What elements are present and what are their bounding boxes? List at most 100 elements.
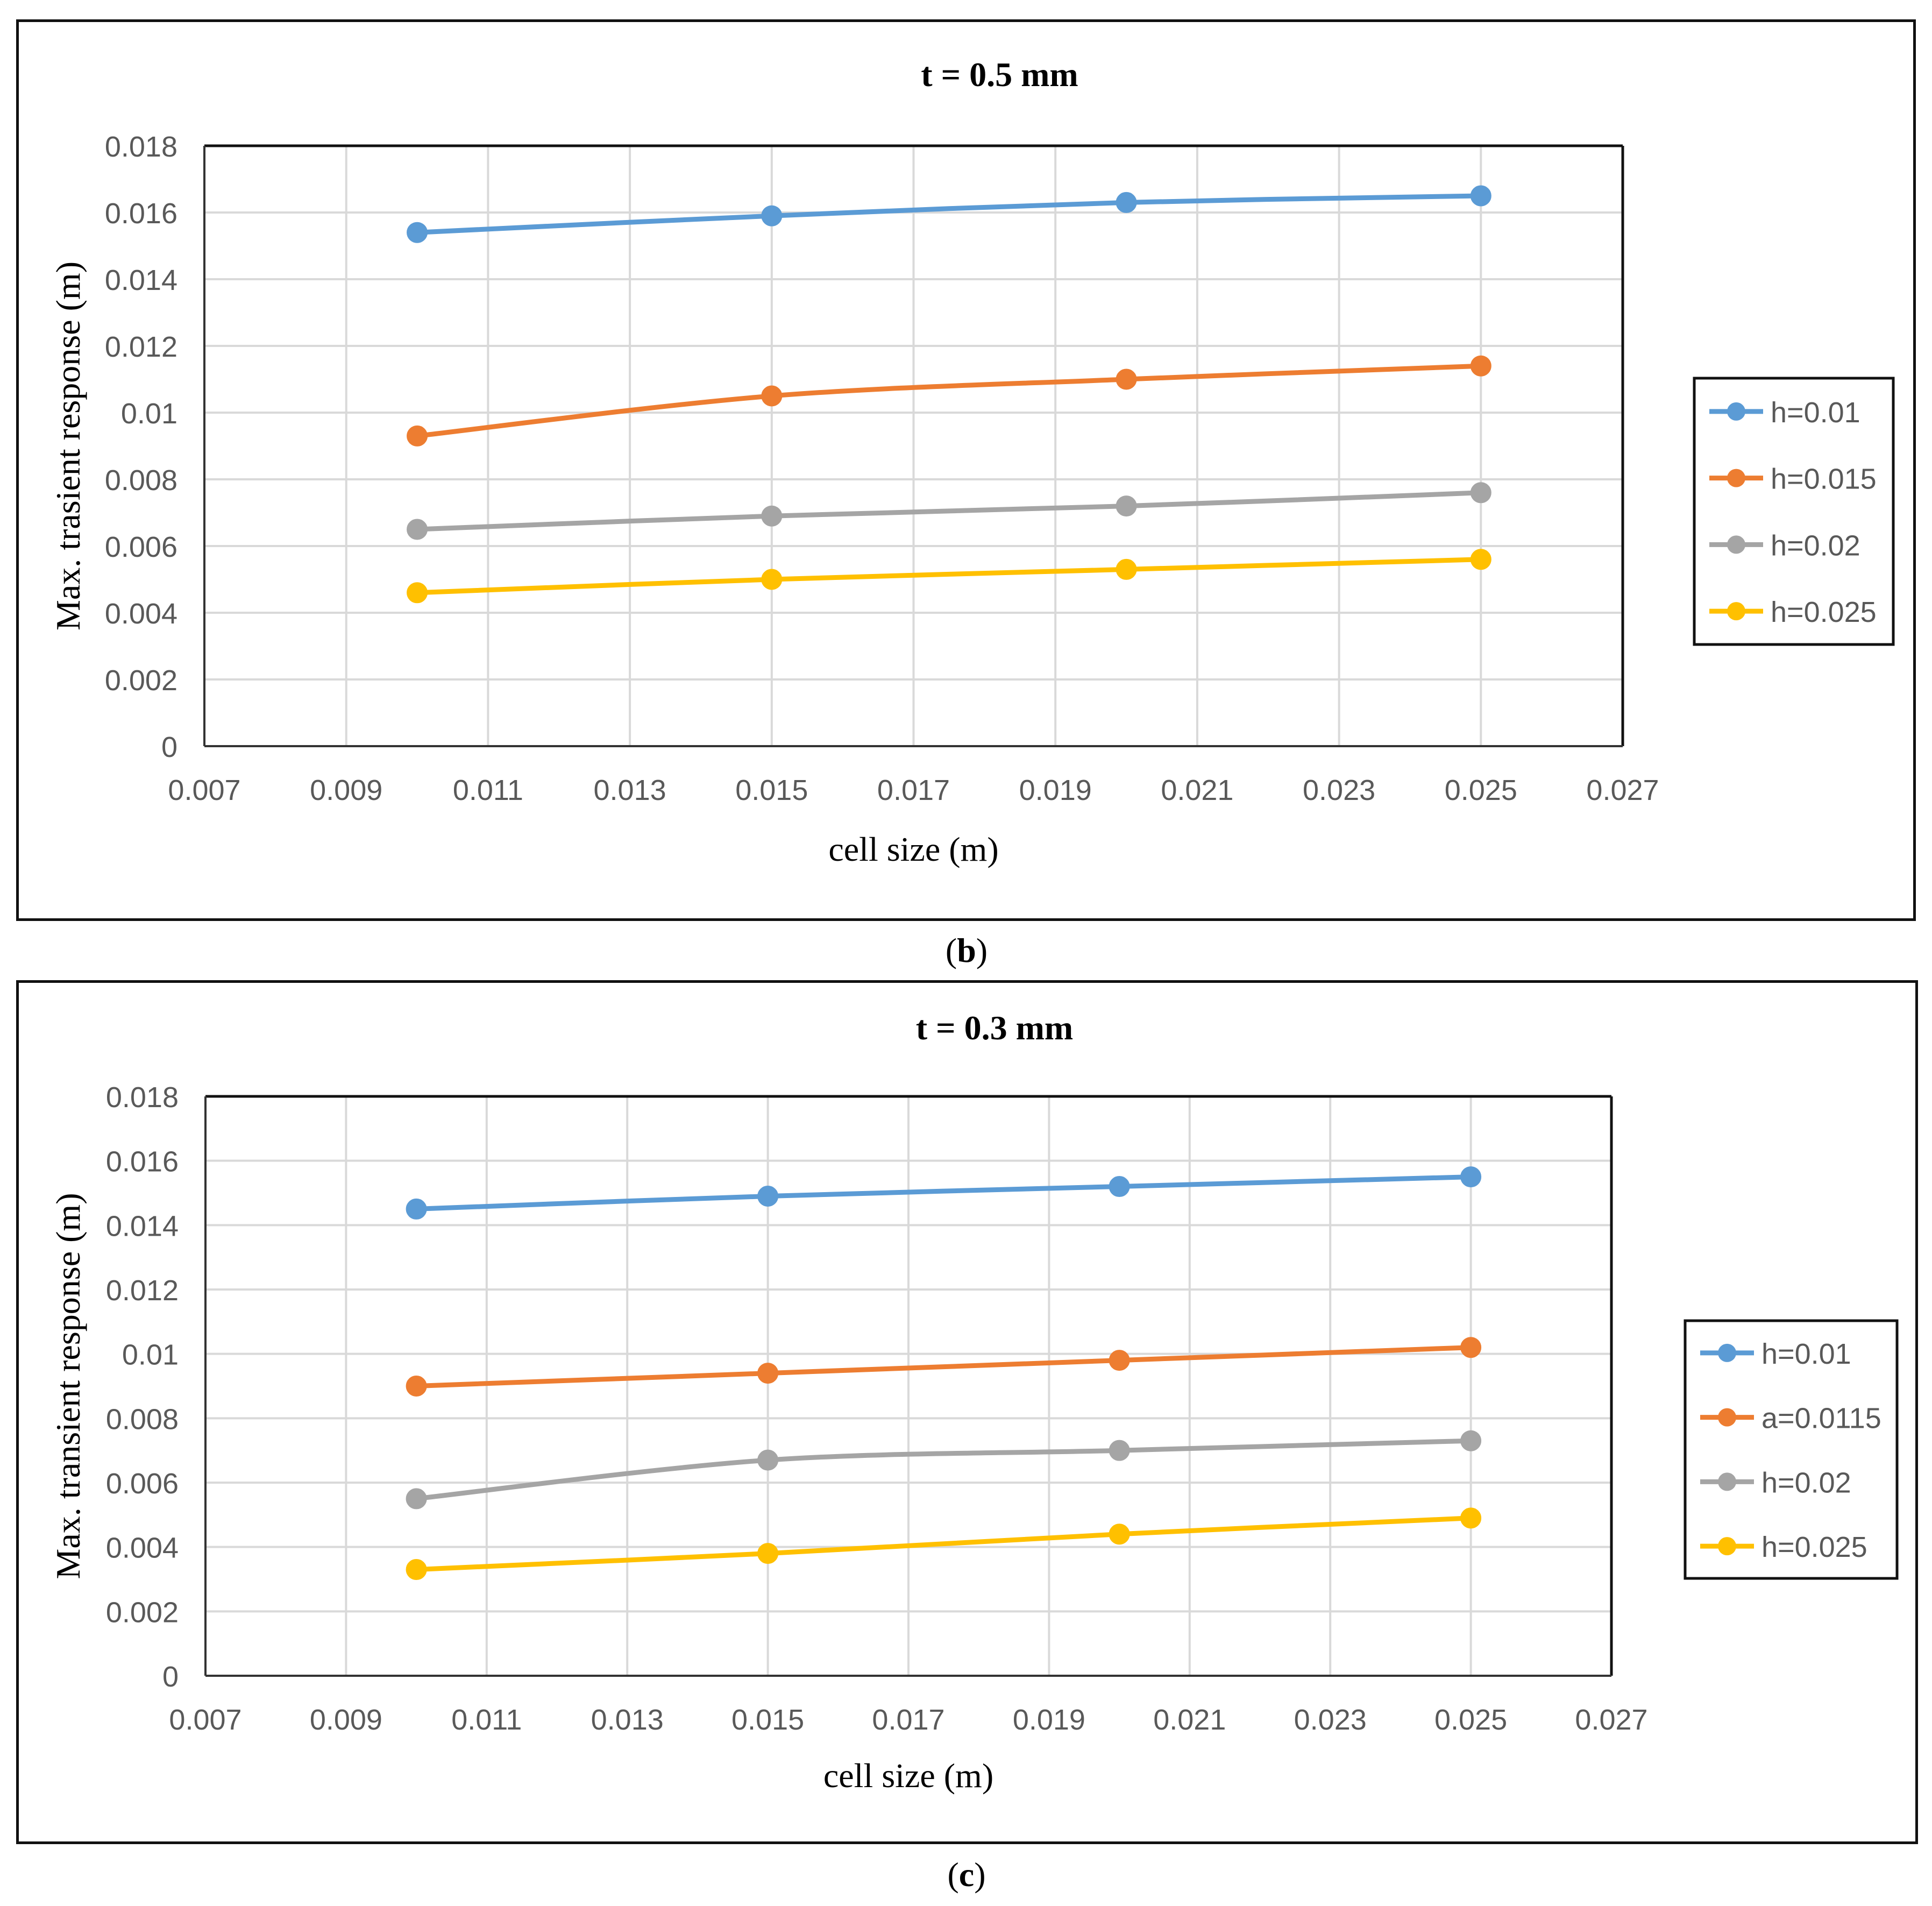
data-point	[1470, 185, 1491, 207]
data-point	[1116, 558, 1137, 580]
data-point	[761, 205, 783, 226]
series-4	[407, 549, 1491, 604]
series-3	[406, 1430, 1482, 1510]
y-tick-label: 0	[162, 1661, 179, 1693]
x-axis-title: cell size (m)	[823, 1756, 993, 1795]
data-point	[406, 1376, 427, 1397]
x-tick-label: 0.021	[1161, 774, 1233, 806]
data-point	[406, 1488, 427, 1510]
data-point	[407, 425, 428, 447]
x-tick-label: 0.015	[731, 1704, 804, 1736]
data-point	[407, 222, 428, 243]
data-point	[1470, 482, 1491, 504]
data-point	[761, 385, 783, 407]
data-point	[1109, 1440, 1130, 1461]
legend-label: h=0.01	[1761, 1338, 1851, 1370]
y-tick-label: 0.004	[106, 1532, 179, 1564]
series-4	[406, 1507, 1482, 1581]
y-tick-label: 0.004	[105, 598, 177, 630]
data-point	[1460, 1430, 1482, 1451]
data-point	[757, 1449, 779, 1471]
x-tick-label: 0.013	[591, 1704, 664, 1736]
legend-marker	[1718, 1343, 1736, 1362]
data-point	[757, 1363, 779, 1384]
legend-item: h=0.025	[1700, 1531, 1867, 1563]
series-line	[415, 557, 1483, 596]
legend-marker	[1718, 1472, 1736, 1491]
x-axis-title: cell size (m)	[828, 830, 998, 868]
x-tick-label: 0.015	[735, 774, 808, 806]
data-point	[757, 1543, 779, 1564]
data-point	[1109, 1176, 1130, 1198]
data-point	[1109, 1350, 1130, 1371]
x-tick-label: 0.009	[310, 1704, 382, 1736]
y-tick-label: 0.018	[106, 1081, 179, 1114]
legend-label: h=0.025	[1761, 1531, 1867, 1563]
x-tick-label: 0.025	[1445, 774, 1517, 806]
y-tick-label: 0.016	[105, 197, 177, 230]
legend-item: h=0.025	[1709, 596, 1877, 628]
data-point	[1470, 355, 1491, 377]
legend-marker	[1727, 535, 1745, 554]
data-point	[757, 1185, 779, 1207]
series-line	[414, 1515, 1474, 1572]
y-tick-label: 0.006	[106, 1468, 179, 1500]
data-point	[1460, 1507, 1482, 1529]
caption-b-letter: b	[957, 931, 976, 969]
legend-box	[1693, 377, 1895, 646]
y-axis-title: Max. transient response (m)	[49, 1193, 87, 1579]
y-tick-label: 0.006	[105, 531, 177, 563]
data-point	[407, 519, 428, 540]
x-tick-label: 0.019	[1019, 774, 1092, 806]
x-tick-label: 0.017	[872, 1704, 944, 1736]
data-point	[1116, 192, 1137, 213]
legend-marker	[1718, 1537, 1736, 1556]
x-tick-label: 0.009	[310, 774, 382, 806]
series-line	[415, 490, 1483, 532]
legend-box	[1684, 1319, 1899, 1580]
x-tick-label: 0.011	[453, 774, 523, 806]
legend-marker	[1727, 469, 1745, 487]
x-tick-label: 0.023	[1294, 1704, 1367, 1736]
x-tick-label: 0.013	[594, 774, 666, 806]
x-tick-label: 0.011	[451, 1704, 522, 1736]
y-tick-label: 0.012	[106, 1274, 179, 1307]
series-1	[407, 185, 1491, 243]
chart-title: t = 0.3 mm	[916, 1009, 1073, 1047]
x-tick-label: 0.027	[1575, 1704, 1647, 1736]
x-tick-label: 0.021	[1153, 1704, 1226, 1736]
legend: h=0.01 h=0.015 h=0.02 h=0.025	[1693, 377, 1895, 646]
data-point	[407, 582, 428, 604]
x-tick-label: 0.007	[169, 1704, 242, 1736]
legend-marker	[1727, 602, 1745, 621]
y-tick-label: 0.012	[105, 331, 177, 363]
legend-label: h=0.015	[1771, 463, 1877, 495]
y-tick-label: 0.01	[121, 398, 177, 430]
y-tick-label: 0.014	[106, 1210, 179, 1242]
data-point	[761, 569, 783, 590]
y-tick-label: 0.008	[106, 1403, 179, 1435]
caption-c-letter: c	[958, 1855, 975, 1894]
chart-c: t = 0.3 mm 0 0.002 0.004 0.006 0.008 0.01 0.012…	[49, 1009, 1899, 1795]
x-tick-label: 0.019	[1013, 1704, 1085, 1736]
x-tick-label: 0.027	[1586, 774, 1659, 806]
data-point	[1470, 549, 1491, 570]
y-tick-label: 0.002	[106, 1596, 179, 1628]
series-line	[414, 1345, 1474, 1388]
y-tick-label: 0.018	[105, 131, 177, 163]
legend-marker	[1718, 1408, 1736, 1427]
legend-item: h=0.02	[1700, 1466, 1851, 1499]
y-tick-label: 0.016	[106, 1146, 179, 1178]
legend-item: a=0.0115	[1700, 1402, 1881, 1435]
y-tick-label: 0	[161, 731, 177, 763]
legend: h=0.01 a=0.0115 h=0.02 h=0.025	[1684, 1319, 1899, 1580]
y-tick-label: 0.01	[122, 1339, 179, 1371]
series-line	[415, 363, 1483, 438]
series-3	[407, 482, 1491, 540]
data-point	[1460, 1166, 1482, 1188]
series-line	[414, 1174, 1474, 1211]
legend-item: h=0.01	[1700, 1338, 1851, 1370]
chart-title: t = 0.5 mm	[921, 55, 1078, 94]
x-tick-label: 0.017	[877, 774, 950, 806]
